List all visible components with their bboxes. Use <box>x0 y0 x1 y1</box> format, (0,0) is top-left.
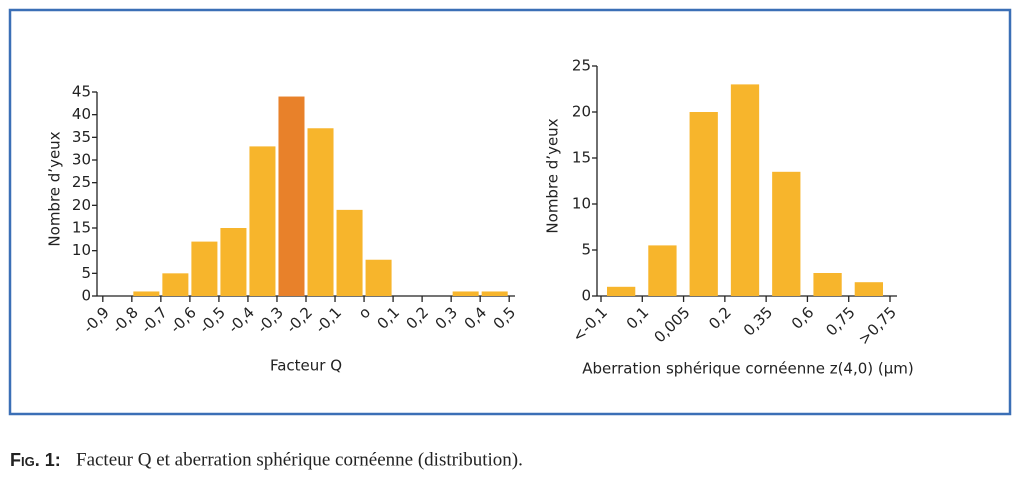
bar <box>607 286 636 296</box>
y-tick-label: 0 <box>581 287 591 305</box>
y-tick-label: 5 <box>581 241 591 259</box>
y-tick-label: 10 <box>572 195 591 213</box>
bar <box>772 171 801 296</box>
x-tick-label: -0,9 <box>79 303 112 336</box>
y-tick-label: 0 <box>81 287 91 305</box>
x-tick-label: -0,1 <box>312 303 345 336</box>
bar <box>481 291 508 296</box>
frame <box>8 8 1012 416</box>
bar <box>133 291 160 296</box>
bar <box>854 282 883 296</box>
bar <box>336 209 363 296</box>
x-tick-label: -0,6 <box>166 303 199 336</box>
y-tick-label: 25 <box>572 57 591 75</box>
x-tick-label: 0,3 <box>432 303 462 333</box>
caption-label: Fig. 1: <box>10 450 61 470</box>
y-tick-label: 20 <box>572 103 591 121</box>
y-axis-title: Nombre d’yeux <box>544 118 562 233</box>
bar <box>278 96 305 297</box>
bar <box>365 259 392 296</box>
caption-text: Facteur Q et aberration sphérique cornée… <box>76 449 523 470</box>
x-tick-label: 0,5 <box>490 303 520 333</box>
bar <box>191 241 218 296</box>
x-tick-label: 0,2 <box>403 303 433 333</box>
bar <box>307 128 334 296</box>
x-tick-label: 0,1 <box>373 303 403 333</box>
y-tick-label: 15 <box>572 149 591 167</box>
x-tick-label: -0,2 <box>283 303 316 336</box>
bar <box>813 273 842 296</box>
y-tick-label: 15 <box>72 219 91 237</box>
bar <box>162 273 189 296</box>
bar <box>730 84 760 297</box>
y-tick-label: 45 <box>72 83 91 101</box>
x-tick-label: -0,8 <box>108 303 141 336</box>
x-tick-label: 0,4 <box>461 303 491 333</box>
bar <box>452 291 479 296</box>
y-tick-label: 10 <box>72 241 91 259</box>
x-tick-label: -0,7 <box>137 303 170 336</box>
bar <box>249 146 276 296</box>
y-tick-label: 20 <box>72 196 91 214</box>
x-tick-label: 0,6 <box>788 303 818 333</box>
y-tick-label: 5 <box>81 264 91 282</box>
x-tick-label: -0,3 <box>254 303 287 336</box>
x-axis-title: Facteur Q <box>270 357 342 375</box>
x-tick-label: 0,35 <box>740 303 776 339</box>
bar <box>689 112 718 296</box>
x-tick-label: 0,005 <box>650 303 693 346</box>
x-axis-title: Aberration sphérique cornéenne z(4,0) (µ… <box>582 360 914 378</box>
bar <box>648 245 677 296</box>
y-tick-label: 30 <box>72 151 91 169</box>
bar <box>220 228 247 296</box>
y-tick-label: 25 <box>72 173 91 191</box>
x-tick-label: -0,5 <box>195 303 228 336</box>
x-tick-label: >0,75 <box>855 303 900 348</box>
y-axis-title: Nombre d’yeux <box>46 131 64 246</box>
x-tick-label: 0,75 <box>822 303 858 339</box>
x-tick-label: -0,4 <box>225 303 258 336</box>
x-tick-label: 0,1 <box>623 303 653 333</box>
y-tick-label: 35 <box>72 128 91 146</box>
x-tick-label: 0,2 <box>705 303 735 333</box>
y-tick-label: 40 <box>72 105 91 123</box>
x-tick-label: <-0,1 <box>569 303 611 345</box>
x-tick-label: o <box>355 303 374 322</box>
